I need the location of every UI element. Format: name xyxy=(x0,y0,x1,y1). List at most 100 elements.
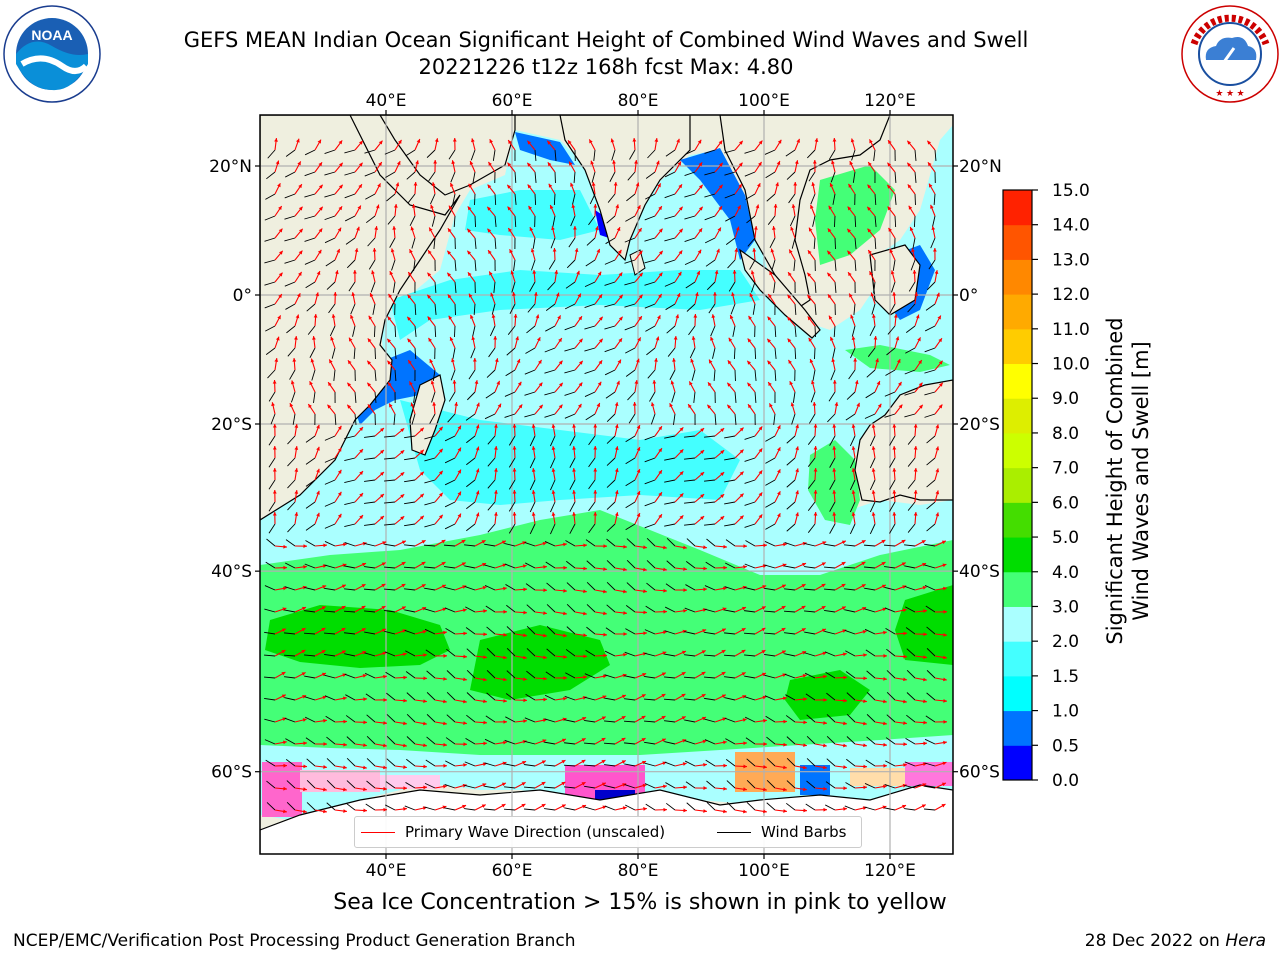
wind-barb xyxy=(444,523,456,530)
wind-barb xyxy=(644,237,656,242)
wind-barb xyxy=(586,626,596,635)
wave-arrow-head xyxy=(849,161,854,166)
wind-barb xyxy=(886,691,896,701)
wave-arrow-head xyxy=(777,139,782,144)
wave-arrow-head xyxy=(494,490,498,494)
wind-barb xyxy=(406,758,416,767)
wind-barb xyxy=(324,501,336,507)
wave-arrow-head xyxy=(783,809,787,813)
wave-arrow-head xyxy=(739,515,744,520)
wave-arrow-head xyxy=(616,227,621,232)
wave-arrow-head xyxy=(710,336,714,341)
wave-arrow-head xyxy=(302,606,306,611)
wave-arrow-head xyxy=(749,293,754,298)
wave-arrow-head xyxy=(677,161,681,166)
wind-barb xyxy=(324,171,336,176)
wind-barb xyxy=(534,193,537,206)
wind-barb xyxy=(845,782,856,789)
wave-arrow-head xyxy=(521,804,526,808)
wind-barb xyxy=(292,413,296,425)
wave-arrow-head xyxy=(918,360,922,365)
wind-barb xyxy=(324,653,336,657)
lon-label-bottom: 40°E xyxy=(366,861,407,881)
wind-barb xyxy=(564,719,576,723)
wind-barb xyxy=(732,325,736,337)
wave-arrow-head xyxy=(943,677,947,682)
wind-barb xyxy=(829,501,836,512)
wind-barb xyxy=(866,692,876,701)
wave-arrow-head xyxy=(634,160,638,164)
wind-barb xyxy=(514,171,517,184)
wave-arrow-head xyxy=(438,470,443,475)
wave-arrow-head xyxy=(783,787,787,792)
wave-arrow-head xyxy=(409,249,413,254)
wave-arrow-head xyxy=(387,338,392,343)
wave-arrow-head xyxy=(741,650,746,654)
wave-arrow-head xyxy=(278,250,283,255)
wind-barb xyxy=(474,215,476,228)
wave-arrow-head xyxy=(461,540,466,544)
wind-barb xyxy=(685,584,696,591)
wind-barb xyxy=(426,670,436,679)
wind-barb xyxy=(444,566,456,569)
wave-arrow-head xyxy=(274,138,278,142)
wind-barb xyxy=(426,149,436,158)
wind-barb xyxy=(472,325,476,337)
wind-barb xyxy=(284,632,296,635)
wind-barb xyxy=(404,457,416,461)
wave-arrow-head xyxy=(822,651,827,656)
wind-barb xyxy=(414,347,417,360)
wave-arrow-head xyxy=(871,424,876,428)
wind-barb xyxy=(585,539,596,547)
wave-arrow-head xyxy=(803,697,807,702)
wave-arrow-head xyxy=(841,540,846,545)
wave-arrow-head xyxy=(582,717,587,721)
wind-barb xyxy=(625,523,636,531)
wind-barb xyxy=(447,413,456,423)
wave-arrow-head xyxy=(832,138,837,142)
map-area xyxy=(260,115,953,854)
wind-barb xyxy=(344,149,356,154)
wind-barb xyxy=(826,758,836,767)
wind-barb xyxy=(867,347,876,357)
wave-arrow-head xyxy=(503,719,507,724)
wave-arrow-head xyxy=(887,184,892,189)
wind-barb xyxy=(514,215,517,228)
wind-barb xyxy=(807,501,816,511)
wind-barb xyxy=(904,585,916,591)
wind-barb xyxy=(546,626,556,635)
wind-barb xyxy=(926,435,936,444)
wind-barb xyxy=(494,215,497,227)
wave-arrow-head xyxy=(501,782,506,787)
wave-arrow-head xyxy=(827,294,832,299)
wave-arrow-head xyxy=(298,228,303,233)
wind-barb xyxy=(788,193,796,204)
wind-barb xyxy=(285,539,296,547)
wind-barb xyxy=(364,631,376,635)
wind-barb xyxy=(508,457,516,468)
wave-arrow-head xyxy=(721,672,726,676)
wind-barb xyxy=(689,347,696,359)
wave-arrow-head xyxy=(823,698,827,702)
wind-barb xyxy=(550,237,556,249)
wind-barb xyxy=(886,714,896,723)
wave-arrow-head xyxy=(867,206,872,211)
wind-barb xyxy=(267,369,276,379)
wave-arrow-head xyxy=(803,787,807,792)
wind-barb xyxy=(644,698,656,701)
wave-arrow-head xyxy=(463,721,467,725)
wind-barb xyxy=(744,523,756,528)
wave-arrow-head xyxy=(390,248,395,253)
wave-arrow-head xyxy=(813,446,818,450)
wave-arrow-head xyxy=(432,402,437,406)
lat-label-left: 60°S xyxy=(211,763,252,783)
wave-arrow-head xyxy=(321,606,326,610)
wind-barb xyxy=(914,171,917,183)
wave-arrow-head xyxy=(316,512,320,517)
wave-arrow-head xyxy=(863,764,867,769)
footer-date-text: 28 Dec 2022 on xyxy=(1084,931,1220,951)
wave-arrow-head xyxy=(641,716,646,720)
wave-arrow-head xyxy=(643,545,647,550)
wind-barb xyxy=(468,369,476,380)
wave-arrow-head xyxy=(367,382,372,387)
